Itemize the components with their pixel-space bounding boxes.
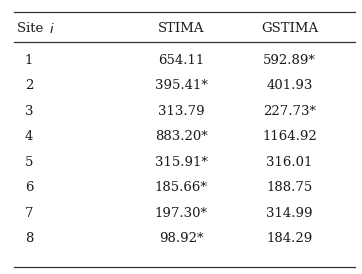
Text: 313.79: 313.79 (158, 105, 204, 118)
Text: 315.91*: 315.91* (155, 156, 207, 169)
Text: 592.89*: 592.89* (263, 54, 316, 67)
Text: 4: 4 (25, 130, 33, 143)
Text: 197.30*: 197.30* (155, 207, 207, 220)
Text: 883.20*: 883.20* (155, 130, 207, 143)
Text: 6: 6 (25, 181, 33, 194)
Text: 8: 8 (25, 232, 33, 245)
Text: 3: 3 (25, 105, 33, 118)
Text: Site: Site (17, 22, 47, 35)
Text: 185.66*: 185.66* (155, 181, 207, 194)
Text: GSTIMA: GSTIMA (261, 22, 318, 35)
Text: 7: 7 (25, 207, 33, 220)
Text: STIMA: STIMA (158, 22, 204, 35)
Text: 98.92*: 98.92* (159, 232, 203, 245)
Text: 654.11: 654.11 (158, 54, 204, 67)
Text: 395.41*: 395.41* (155, 79, 207, 92)
Text: 314.99: 314.99 (266, 207, 313, 220)
Text: $i$: $i$ (49, 22, 55, 36)
Text: 1164.92: 1164.92 (262, 130, 317, 143)
Text: 316.01: 316.01 (266, 156, 313, 169)
Text: 1: 1 (25, 54, 33, 67)
Text: 184.29: 184.29 (266, 232, 313, 245)
Text: 401.93: 401.93 (266, 79, 313, 92)
Text: 188.75: 188.75 (266, 181, 313, 194)
Text: 2: 2 (25, 79, 33, 92)
Text: 227.73*: 227.73* (263, 105, 316, 118)
Text: 5: 5 (25, 156, 33, 169)
